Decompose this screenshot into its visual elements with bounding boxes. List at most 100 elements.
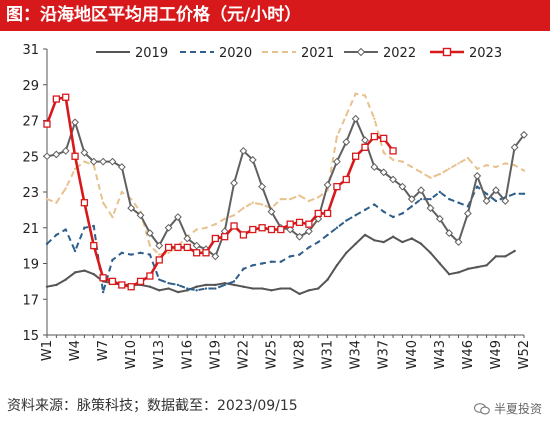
data-point: [73, 271, 77, 274]
data-point: [326, 278, 329, 281]
data-point: [504, 162, 507, 165]
data-point: [410, 165, 413, 169]
data-point: [307, 199, 311, 203]
data-point: [401, 240, 404, 244]
x-tick-label: W16: [180, 340, 195, 369]
data-point: [485, 264, 488, 267]
data-point: [251, 201, 254, 204]
data-point: [510, 143, 519, 152]
series-line-2021: [46, 92, 525, 256]
y-tick-label: 17: [22, 293, 39, 308]
data-point: [476, 167, 479, 170]
data-point: [438, 190, 442, 194]
data-point: [447, 167, 451, 170]
legend-entry-2019: 2019: [96, 46, 168, 61]
data-point: [317, 196, 320, 199]
data-point: [288, 287, 292, 290]
legend: 2019 2020 2021 2022 2023: [96, 46, 502, 61]
data-point: [174, 243, 182, 252]
data-point: [251, 287, 254, 290]
data-point: [333, 157, 341, 166]
data-point: [345, 219, 348, 222]
data-point: [522, 169, 526, 172]
data-point: [214, 287, 217, 290]
data-point: [520, 130, 528, 139]
data-point: [195, 289, 198, 292]
data-point: [295, 218, 304, 227]
data-point: [120, 251, 124, 254]
series-2021: [45, 92, 526, 256]
data-point: [298, 253, 301, 256]
legend-label: 2022: [383, 46, 416, 61]
data-point: [186, 287, 189, 290]
data-point: [111, 215, 114, 219]
series-line-2020: [46, 185, 524, 294]
data-point: [242, 285, 245, 288]
data-point: [92, 273, 95, 276]
data-point: [167, 287, 170, 290]
data-point: [373, 203, 376, 206]
data-point: [239, 231, 248, 239]
data-point: [380, 134, 388, 143]
series-lines: [43, 92, 528, 296]
data-point: [260, 287, 264, 290]
data-point: [363, 208, 367, 212]
data-point: [64, 228, 67, 231]
data-point: [183, 234, 192, 243]
data-point: [335, 135, 339, 138]
data-point: [504, 255, 507, 258]
data-point: [167, 281, 170, 285]
data-point: [429, 176, 432, 179]
data-point: [463, 209, 472, 218]
data-point: [298, 292, 301, 296]
data-point: [438, 172, 442, 176]
series-2023: [43, 93, 397, 291]
x-tick-label: W1: [40, 340, 55, 361]
data-point: [391, 235, 395, 238]
data-point: [457, 201, 460, 204]
data-point: [260, 262, 264, 265]
axes: 15 17 19 21 23 25 27 29 31 W1 W4 W7 W10 W13 W16 W19 W22 W…: [22, 43, 532, 369]
data-point: [288, 197, 292, 201]
data-point: [99, 157, 108, 166]
data-point: [466, 156, 470, 160]
data-point: [92, 224, 95, 228]
x-tick-label: W4: [68, 340, 83, 361]
series-2020: [45, 185, 526, 294]
data-point: [145, 229, 154, 238]
data-point: [417, 186, 426, 195]
data-point: [457, 162, 460, 165]
legend-entry-2022: 2022: [344, 46, 416, 61]
data-point: [345, 251, 348, 254]
data-point: [317, 240, 320, 244]
data-point: [117, 163, 126, 171]
data-point: [473, 172, 482, 180]
data-point: [345, 113, 348, 117]
data-point: [522, 192, 526, 195]
data-point: [379, 168, 388, 177]
data-point: [204, 283, 208, 287]
data-point: [373, 117, 376, 120]
data-point: [258, 182, 267, 191]
data-point: [61, 146, 70, 155]
legend-marker: [356, 47, 366, 57]
data-point: [211, 234, 220, 243]
data-point: [101, 201, 105, 204]
data-point: [120, 190, 124, 194]
data-point: [164, 223, 173, 232]
x-tick-label: W7: [96, 340, 111, 361]
data-point: [382, 151, 385, 154]
data-point: [314, 209, 322, 218]
data-point: [389, 175, 397, 184]
chart-title: 图：沿海地区平均用工价格（元/小时）: [0, 0, 550, 31]
data-point: [286, 220, 294, 228]
x-tick-label: W28: [293, 340, 308, 369]
data-point: [223, 283, 226, 287]
legend-marker: [442, 47, 452, 57]
legend-entry-2021: 2021: [262, 46, 334, 61]
data-point: [354, 92, 357, 95]
data-point: [407, 195, 416, 204]
data-point: [447, 197, 451, 201]
data-point: [342, 138, 351, 146]
x-tick-label: W46: [461, 340, 476, 369]
